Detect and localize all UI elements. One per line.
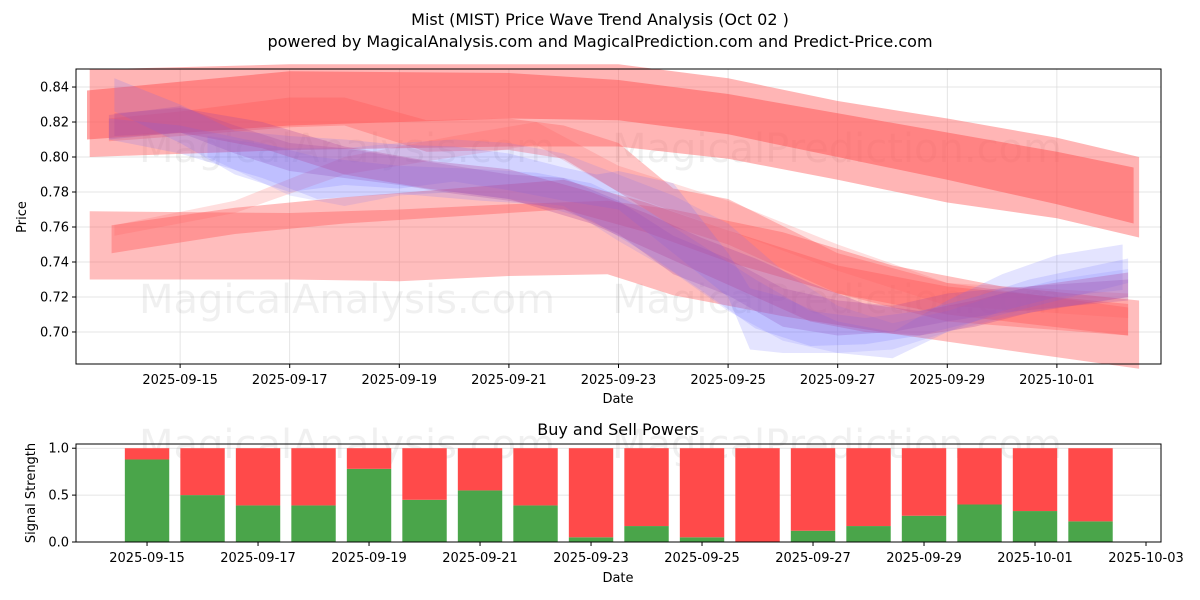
buy-sell-x-tick-label: 2025-09-25 [664, 551, 740, 566]
price-x-tick-label: 2025-09-29 [910, 373, 986, 388]
sell-bar [568, 448, 614, 538]
buy-sell-x-tick-label: 2025-09-19 [331, 551, 407, 566]
buy-bar [1068, 521, 1113, 542]
wave-band-pink-top-left [108, 97, 1129, 336]
price-wave-bands [87, 64, 1140, 369]
buy-bar [957, 504, 1002, 542]
sell-bar [346, 448, 392, 469]
chart-title: Mist (MIST) Price Wave Trend Analysis (O… [411, 10, 789, 29]
buy-sell-x-tick-label: 2025-09-15 [109, 551, 185, 566]
buy-sell-title: Buy and Sell Powers [537, 420, 699, 439]
buy-bar [346, 468, 392, 542]
buy-bar [901, 515, 947, 542]
buy-bar [1012, 511, 1058, 542]
sell-bar [180, 448, 225, 496]
wave-band-red-mid-low [111, 179, 1129, 336]
price-y-tick-label: 0.70 [40, 325, 69, 340]
wave-band-magenta-1 [114, 108, 1129, 336]
wave-band-blue-1 [114, 78, 1123, 359]
sell-bar [901, 448, 947, 516]
price-x-tick-label: 2025-09-23 [581, 373, 657, 388]
sell-bar [1012, 448, 1058, 512]
sell-bar [235, 448, 281, 506]
sell-bar [790, 448, 836, 531]
chart-subtitle: powered by MagicalAnalysis.com and Magic… [267, 32, 933, 51]
buy-sell-x-tick-label: 2025-09-27 [775, 551, 851, 566]
watermark-text: MagicalPrediction.com [612, 277, 1062, 323]
buy-bar [457, 490, 503, 542]
buy-sell-x-tick-label: 2025-10-03 [1108, 551, 1184, 566]
price-y-tick-label: 0.78 [40, 186, 69, 201]
buy-sell-x-tick-label: 2025-09-23 [553, 551, 629, 566]
watermark-text: MagicalAnalysis.com [139, 126, 555, 172]
sell-bar [846, 448, 891, 527]
sell-bar [624, 448, 669, 527]
wave-band-blue-2 [108, 118, 1129, 346]
buy-sell-x-tick-label: 2025-09-17 [220, 551, 296, 566]
buy-bar [790, 530, 836, 542]
watermark-text: MagicalAnalysis.com [139, 277, 555, 323]
buy-sell-x-tick-label: 2025-10-01 [997, 551, 1073, 566]
buy-sell-bars [124, 448, 1113, 542]
price-x-tick-label: 2025-09-27 [800, 373, 876, 388]
sell-bar [735, 448, 780, 542]
wave-band-purple-1 [108, 106, 1129, 336]
price-x-tick-label: 2025-09-15 [142, 373, 218, 388]
buy-sell-plot-frame [75, 443, 1162, 543]
price-x-tick-label: 2025-10-01 [1019, 373, 1095, 388]
buy-sell-y-axis-label: Signal Strength [24, 443, 39, 543]
buy-bar [124, 459, 170, 542]
sell-bar [291, 448, 336, 506]
wave-band-red-outer-low [89, 200, 1140, 369]
wave-band-red-light-cross [114, 122, 1129, 318]
price-y-tick-label: 0.84 [40, 81, 69, 96]
buy-bar [180, 495, 225, 542]
sell-bar [513, 448, 558, 506]
sell-bar [124, 448, 170, 460]
price-x-axis-label: Date [602, 392, 633, 407]
buy-bar [513, 505, 558, 542]
price-y-axis-label: Price [15, 201, 30, 233]
buy-sell-y-tick-label: 1.0 [48, 442, 69, 457]
buy-bar [846, 526, 891, 542]
price-y-tick-label: 0.82 [40, 116, 69, 131]
buy-sell-x-axis-label: Date [602, 571, 633, 586]
price-x-tick-label: 2025-09-19 [362, 373, 438, 388]
price-x-tick-label: 2025-09-25 [690, 373, 766, 388]
buy-sell-x-tick-label: 2025-09-29 [886, 551, 962, 566]
buy-sell-y-tick-label: 0.0 [48, 536, 69, 551]
buy-sell-x-ticks: 2025-09-15 2025-09-17 2025-09-19 2025-09-21… [109, 542, 1184, 566]
sell-bar [679, 448, 725, 538]
buy-sell-x-tick-label: 2025-09-21 [442, 551, 518, 566]
sell-bar [457, 448, 503, 491]
price-x-tick-label: 2025-09-17 [252, 373, 328, 388]
price-x-tick-label: 2025-09-21 [471, 373, 547, 388]
price-x-ticks: 2025-09-15 2025-09-17 2025-09-19 2025-09-21… [142, 364, 1095, 388]
buy-sell-y-ticks: 0.0 0.5 1.0 [48, 442, 76, 551]
price-y-tick-label: 0.76 [40, 220, 69, 235]
sell-bar [402, 448, 447, 500]
price-y-tick-label: 0.72 [40, 290, 69, 305]
buy-bar [568, 537, 614, 542]
wave-band-blue-3 [207, 136, 1129, 353]
price-y-ticks: 0.70 0.72 0.74 0.76 0.78 0.80 0.82 0.84 [40, 81, 76, 340]
sell-bar [957, 448, 1002, 505]
buy-bar [679, 537, 725, 542]
price-y-tick-label: 0.74 [40, 255, 69, 270]
buy-sell-y-tick-label: 0.5 [48, 489, 69, 504]
buy-bar [235, 505, 281, 542]
price-wave-chart: MagicalAnalysis.com MagicalPrediction.com… [15, 64, 1162, 407]
buy-bar [402, 499, 447, 542]
buy-sell-chart: Buy and Sell Powers MagicalAnalysis.com M… [24, 420, 1184, 586]
wave-band-red-inner-top [87, 71, 1134, 224]
sell-bar [1068, 448, 1113, 522]
buy-bar [624, 526, 669, 542]
price-y-tick-label: 0.80 [40, 151, 69, 166]
buy-bar [291, 505, 336, 542]
